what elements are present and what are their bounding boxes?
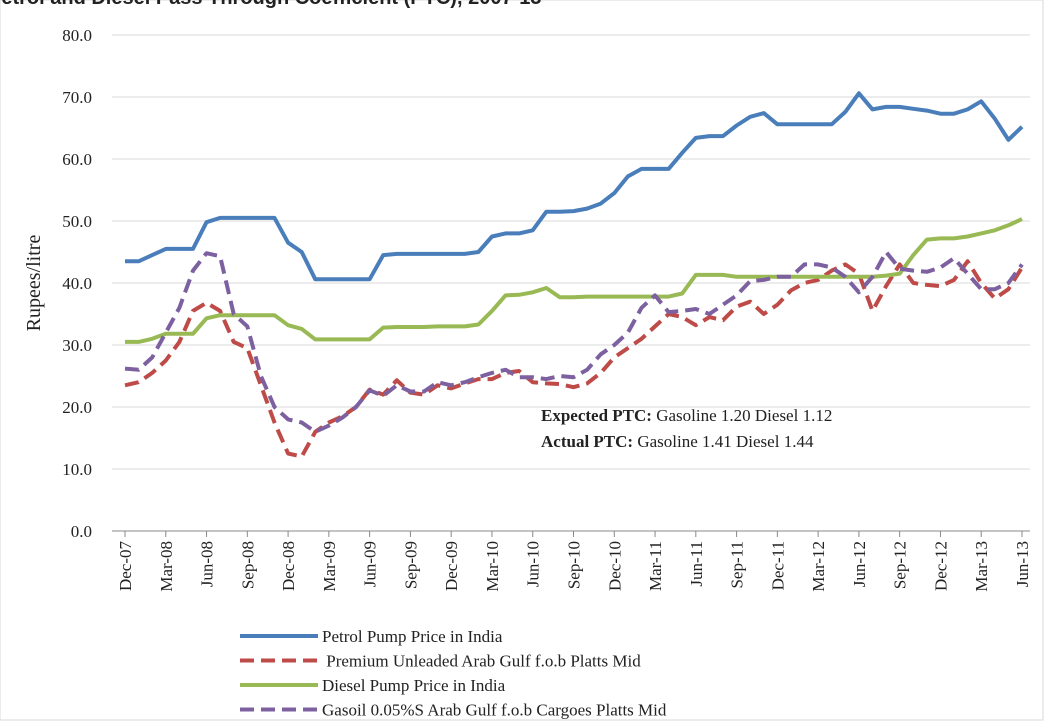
x-tick-label: Dec-11 — [768, 541, 787, 590]
x-tick-label: Jun-13 — [1013, 541, 1032, 587]
line-series — [124, 250, 1024, 434]
y-tick-label: 20.0 — [62, 398, 92, 417]
x-tick-label: Jun-09 — [361, 541, 380, 587]
y-tick-label: 50.0 — [62, 212, 92, 231]
x-tick-label: Sep-09 — [401, 541, 420, 589]
x-tick-label: Sep-08 — [238, 541, 257, 589]
annotation: Expected PTC: Gasoline 1.20 Diesel 1.12 — [541, 406, 832, 425]
x-tick-label: Jun-11 — [687, 541, 706, 587]
legend-label: Petrol Pump Price in India — [322, 627, 503, 646]
x-tick-label: Mar-13 — [972, 541, 991, 592]
x-tick-label: Mar-11 — [646, 541, 665, 591]
chart-title: Petrol and Diesel Pass Through Coefficie… — [0, 0, 541, 9]
x-tick-label: Mar-12 — [809, 541, 828, 592]
legend-label: Diesel Pump Price in India — [322, 676, 506, 695]
x-tick-label: Mar-09 — [320, 541, 339, 592]
y-axis-label: Rupees/litre — [23, 235, 45, 332]
x-tick-label: Dec-08 — [279, 541, 298, 591]
y-tick-label: 40.0 — [62, 274, 92, 293]
y-tick-label: 0.0 — [71, 522, 92, 541]
x-tick-label: Dec-09 — [442, 541, 461, 591]
annotation-text: Gasoline 1.41 Diesel 1.44 — [633, 432, 814, 451]
y-tick-label: 60.0 — [62, 150, 92, 169]
annotation-bold: Actual PTC: — [541, 432, 633, 451]
legend-label: Premium Unleaded Arab Gulf f.o.b Platts … — [322, 652, 641, 671]
y-tick-label: 70.0 — [62, 88, 92, 107]
x-tick-label: Dec-07 — [116, 541, 135, 592]
annotation-bold: Expected PTC: — [541, 406, 652, 425]
y-tick-label: 30.0 — [62, 336, 92, 355]
x-tick-label: Sep-11 — [728, 541, 747, 589]
x-tick-label: Sep-12 — [891, 541, 910, 589]
x-tick-label: Dec-10 — [605, 541, 624, 591]
y-tick-label: 10.0 — [62, 460, 92, 479]
x-tick-label: Jun-10 — [524, 541, 543, 587]
line-series — [125, 91, 1024, 282]
annotation-text: Gasoline 1.20 Diesel 1.12 — [652, 406, 832, 425]
line-series — [124, 259, 1024, 459]
x-tick-label: Dec-12 — [931, 541, 950, 591]
x-tick-label: Jun-08 — [198, 541, 217, 587]
x-tick-label: Mar-08 — [157, 541, 176, 592]
x-tick-label: Mar-10 — [483, 541, 502, 592]
x-tick-label: Sep-10 — [565, 541, 584, 589]
legend-label: Gasoil 0.05%S Arab Gulf f.o.b Cargoes Pl… — [322, 701, 667, 720]
y-tick-label: 80.0 — [62, 26, 92, 45]
annotation: Actual PTC: Gasoline 1.41 Diesel 1.44 — [541, 432, 814, 451]
x-tick-label: Jun-12 — [850, 541, 869, 587]
